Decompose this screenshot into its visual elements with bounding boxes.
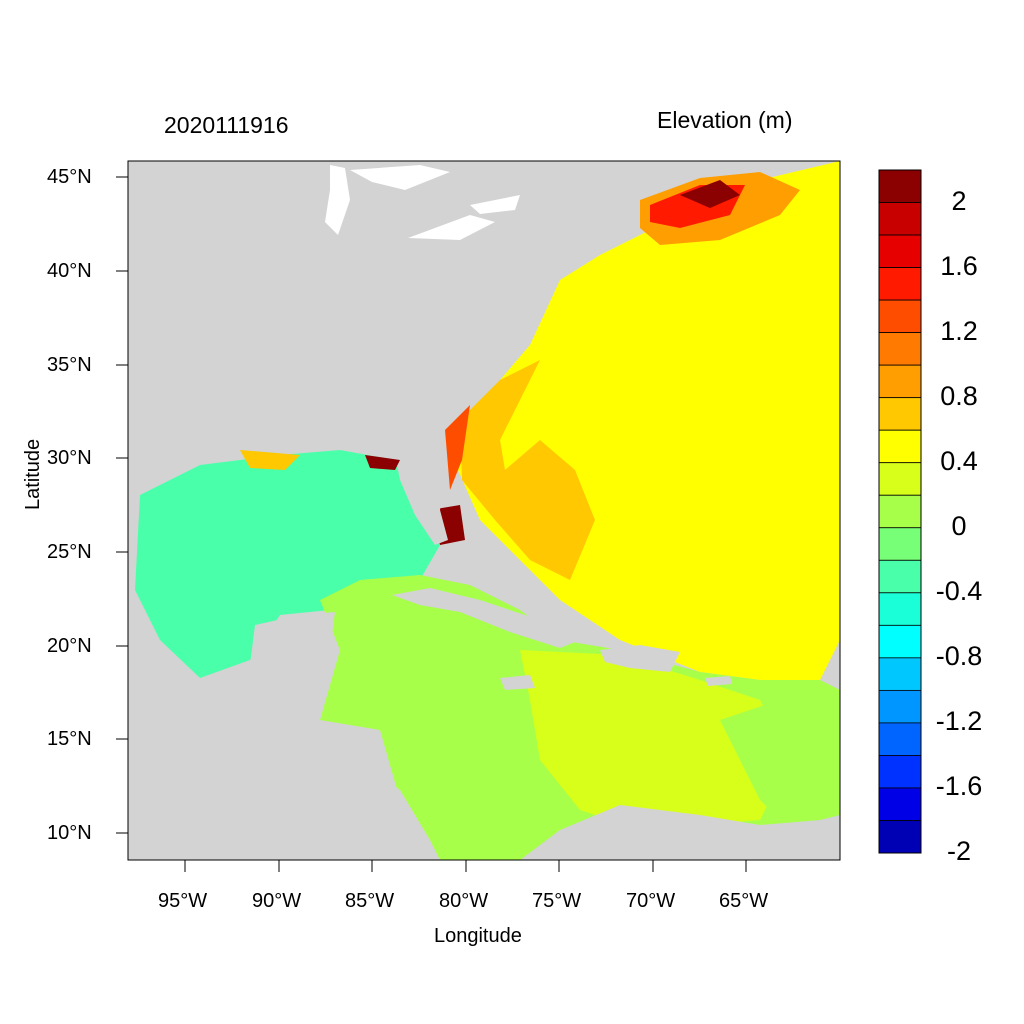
colorbar-label: -0.8 — [935, 640, 983, 671]
central-america-land — [128, 700, 440, 860]
lake-michigan — [325, 165, 350, 235]
colorbar-swatch — [878, 462, 922, 496]
hispaniola-land — [600, 645, 680, 672]
colorbar-swatch — [878, 689, 922, 724]
lat-tick-marks — [116, 176, 128, 834]
colorbar-swatch — [878, 169, 922, 203]
colorbar-swatch — [878, 787, 922, 821]
lon-tick-label: 90°W — [252, 890, 302, 912]
florida-land — [395, 455, 448, 545]
colorbar-swatch — [878, 267, 922, 301]
colorbar-label: 0.4 — [940, 445, 978, 476]
colorbar-swatch — [878, 755, 922, 789]
lesser-antilles-field — [720, 690, 840, 860]
colorbar-label: -1.2 — [935, 705, 983, 736]
colorbar-swatch — [878, 820, 922, 854]
panhandle-surge — [365, 455, 400, 470]
colorbar-swatch — [878, 559, 922, 594]
lon-tick-label: 65°W — [719, 890, 769, 912]
colorbar-label: 1.2 — [940, 315, 978, 346]
lake-erie — [408, 215, 495, 240]
lat-tick-label: 35°N — [47, 354, 92, 376]
lat-tick-label: 40°N — [47, 260, 92, 282]
lon-tick-label: 95°W — [158, 890, 208, 912]
lat-tick-label: 15°N — [47, 728, 92, 750]
lon-tick-label: 70°W — [626, 890, 676, 912]
colorbar-swatch — [878, 429, 922, 464]
colorbar-swatch — [878, 299, 922, 334]
colorbar-label: -2 — [946, 836, 971, 866]
louisiana-surge — [240, 450, 300, 470]
lon-tick-label: 75°W — [532, 890, 582, 912]
lat-tick-label: 20°N — [47, 635, 92, 657]
colorbar — [878, 169, 922, 854]
jamaica-land — [500, 675, 535, 690]
colorbar-label: 0 — [951, 510, 967, 541]
x-axis-label: Longitude — [434, 925, 522, 947]
map-frame — [127, 160, 841, 861]
colorbar-swatch — [878, 722, 922, 756]
eastern-caribbean-field — [520, 650, 790, 830]
yucatan-land — [250, 612, 335, 720]
colorbar-swatch — [878, 202, 922, 236]
lat-tick-label: 25°N — [47, 541, 92, 563]
y-axis-label: Latitude — [22, 438, 44, 510]
colorbar-outline — [878, 169, 922, 854]
colorbar-swatch — [878, 657, 922, 691]
colorbar-label: 0.8 — [940, 380, 978, 411]
colorbar-swatch — [878, 624, 922, 659]
lat-tick-label: 30°N — [47, 447, 92, 469]
colorbar-swatch — [878, 494, 922, 529]
south-america-land — [520, 805, 840, 860]
southeast-shelf-surge — [460, 360, 595, 580]
lon-tick-label: 85°W — [345, 890, 395, 912]
colorbar-label: -0.4 — [935, 575, 983, 606]
colorbar-swatch — [878, 527, 922, 561]
colorbar-label: -1.6 — [935, 770, 983, 801]
colorbar-swatch — [878, 364, 922, 399]
cuba-land — [392, 588, 580, 648]
lat-tick-label: 10°N — [47, 822, 92, 844]
gulf-of-mexico-field — [135, 450, 440, 678]
map-field — [128, 161, 840, 860]
gulf-of-maine-peak — [680, 180, 740, 208]
lon-tick-marks — [184, 860, 747, 872]
colorbar-swatch — [878, 234, 922, 268]
lake-ontario — [470, 195, 520, 214]
colorbar-label: 1.6 — [940, 250, 978, 281]
colorbar-swatch — [878, 397, 922, 431]
date-label: 2020111916 — [164, 112, 289, 138]
colorbar-label: 2 — [951, 185, 967, 216]
variable-label: Elevation (m) — [657, 107, 793, 133]
colorbar-swatch — [878, 592, 922, 626]
lon-tick-label: 80°W — [439, 890, 489, 912]
colorbar-swatch — [878, 332, 922, 366]
georgia-coast-surge — [445, 405, 470, 490]
lake-superior-huron — [350, 165, 450, 190]
lat-tick-label: 45°N — [47, 166, 92, 188]
puerto-rico-land — [705, 676, 732, 686]
